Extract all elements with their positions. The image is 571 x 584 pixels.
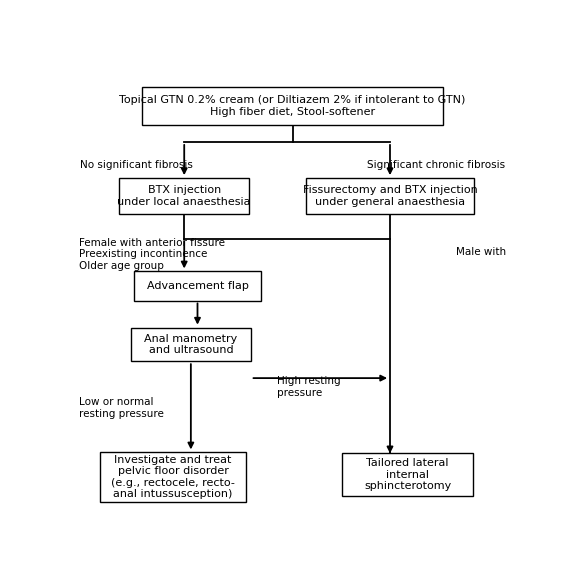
FancyBboxPatch shape: [100, 453, 246, 502]
FancyBboxPatch shape: [142, 87, 443, 125]
FancyBboxPatch shape: [131, 328, 251, 361]
Text: No significant fibrosis: No significant fibrosis: [80, 159, 193, 169]
Text: Fissurectomy and BTX injection
under general anaesthesia: Fissurectomy and BTX injection under gen…: [303, 185, 477, 207]
Text: Advancement flap: Advancement flap: [147, 281, 248, 291]
Text: Investigate and treat
pelvic floor disorder
(e.g., rectocele, recto-
anal intuss: Investigate and treat pelvic floor disor…: [111, 454, 235, 499]
Text: Female with anterior fissure
Preexisting incontinence
Older age group: Female with anterior fissure Preexisting…: [79, 238, 226, 271]
FancyBboxPatch shape: [119, 178, 250, 214]
Text: Male with: Male with: [456, 247, 506, 257]
Text: Significant chronic fibrosis: Significant chronic fibrosis: [367, 159, 505, 169]
Text: High resting
pressure: High resting pressure: [277, 376, 341, 398]
FancyBboxPatch shape: [134, 272, 260, 301]
FancyBboxPatch shape: [306, 178, 474, 214]
Text: Low or normal
resting pressure: Low or normal resting pressure: [79, 398, 164, 419]
Text: Anal manometry
and ultrasound: Anal manometry and ultrasound: [144, 333, 238, 355]
Text: BTX injection
under local anaesthesia: BTX injection under local anaesthesia: [118, 185, 251, 207]
Text: Tailored lateral
internal
sphincterotomy: Tailored lateral internal sphincterotomy: [364, 458, 451, 491]
FancyBboxPatch shape: [343, 453, 473, 496]
Text: Topical GTN 0.2% cream (or Diltiazem 2% if intolerant to GTN)
High fiber diet, S: Topical GTN 0.2% cream (or Diltiazem 2% …: [119, 95, 466, 117]
